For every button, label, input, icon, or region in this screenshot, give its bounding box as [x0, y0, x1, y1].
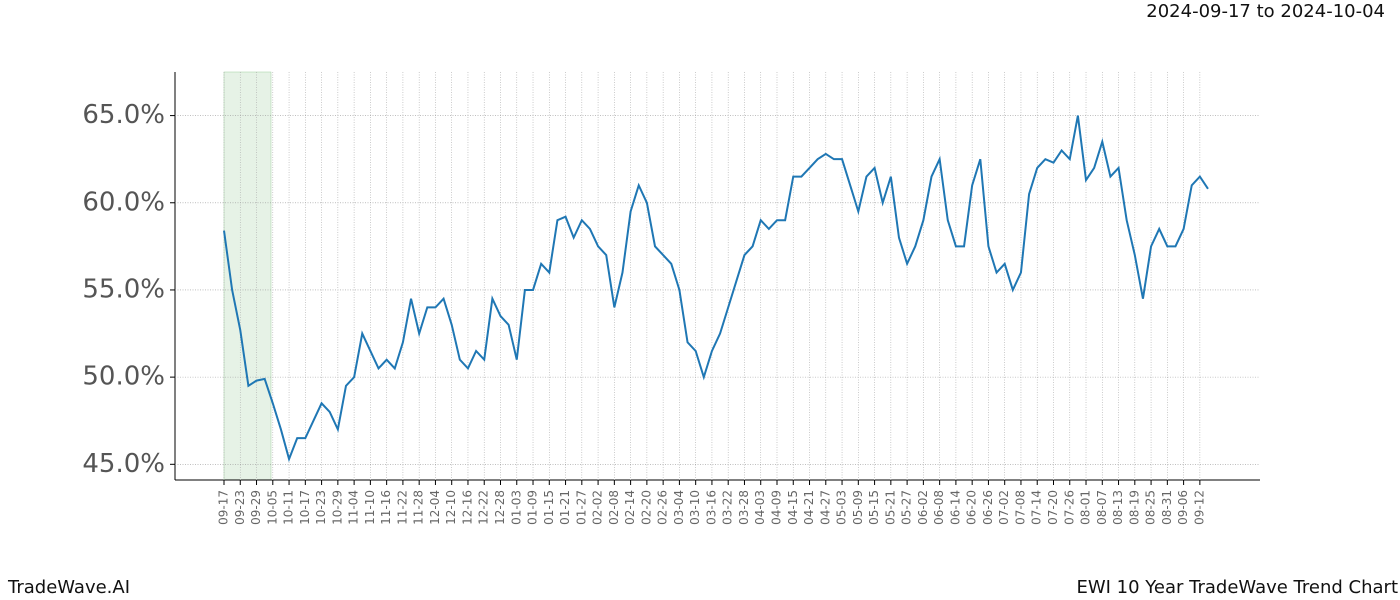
x-tick-label: 03-22	[721, 490, 735, 525]
y-tick-label: 50.0%	[82, 362, 165, 392]
y-tick-label: 65.0%	[82, 100, 165, 130]
x-tick-label: 03-04	[672, 490, 686, 525]
x-tick-label: 08-25	[1144, 490, 1158, 525]
x-tick-label: 04-09	[769, 490, 783, 525]
x-tick-label: 08-07	[1095, 490, 1109, 525]
x-tick-label: 10-29	[330, 490, 344, 525]
x-tick-label: 10-23	[314, 490, 328, 525]
x-tick-label: 04-15	[786, 490, 800, 525]
x-tick-label: 07-08	[1013, 490, 1027, 525]
x-tick-label: 09-23	[233, 490, 247, 525]
x-tick-label: 04-03	[753, 490, 767, 525]
x-tick-label: 02-08	[607, 490, 621, 525]
x-tick-label: 07-26	[1062, 490, 1076, 525]
x-tick-label: 12-10	[444, 490, 458, 525]
x-tick-label: 12-22	[477, 490, 491, 525]
x-tick-label: 06-26	[981, 490, 995, 525]
x-tick-label: 03-16	[704, 490, 718, 525]
x-tick-label: 08-13	[1111, 490, 1125, 525]
x-tick-label: 11-04	[347, 490, 361, 525]
x-tick-label: 02-20	[639, 490, 653, 525]
x-tick-label: 10-05	[265, 490, 279, 525]
x-tick-label: 09-29	[249, 490, 263, 525]
x-tick-label: 09-17	[217, 490, 231, 525]
x-tick-label: 08-19	[1127, 490, 1141, 525]
x-tick-label: 11-22	[395, 490, 409, 525]
footer-left: TradeWave.AI	[7, 577, 130, 598]
x-tick-label: 12-04	[428, 490, 442, 525]
x-tick-label: 02-14	[623, 490, 637, 525]
data-line	[223, 115, 1209, 463]
x-tick-label: 01-03	[509, 490, 523, 525]
x-tick-label: 04-21	[802, 490, 816, 525]
x-tick-label: 11-10	[363, 490, 377, 525]
x-tick-label: 12-28	[493, 490, 507, 525]
x-tick-label: 07-14	[1030, 490, 1044, 525]
x-tick-label: 05-15	[867, 490, 881, 525]
x-tick-label: 05-21	[883, 490, 897, 525]
x-tick-label: 11-16	[379, 490, 393, 525]
x-tick-label: 05-09	[851, 490, 865, 525]
x-tick-label: 04-27	[818, 490, 832, 525]
x-tick-label: 10-17	[298, 490, 312, 525]
x-tick-label: 06-14	[948, 490, 962, 525]
x-tick-label: 03-28	[737, 490, 751, 525]
x-tick-label: 01-21	[558, 490, 572, 525]
x-tick-label: 08-01	[1079, 490, 1093, 525]
x-tick-label: 05-27	[900, 490, 914, 525]
x-tick-label: 09-12	[1192, 490, 1206, 525]
x-tick-label: 01-27	[574, 490, 588, 525]
chart-title: 2024-09-17 to 2024-10-04	[1146, 1, 1385, 22]
y-tick-label: 55.0%	[82, 274, 165, 304]
x-tick-label: 09-06	[1176, 490, 1190, 525]
x-tick-label: 02-02	[591, 490, 605, 525]
footer-right: EWI 10 Year TradeWave Trend Chart	[1076, 577, 1398, 598]
y-tick-label: 60.0%	[82, 187, 165, 217]
x-tick-label: 11-28	[412, 490, 426, 525]
y-tick-label: 45.0%	[82, 449, 165, 479]
x-tick-label: 12-16	[460, 490, 474, 525]
x-tick-label: 07-02	[997, 490, 1011, 525]
x-tick-label: 01-09	[526, 490, 540, 525]
x-tick-label: 06-08	[932, 490, 946, 525]
x-tick-label: 10-11	[282, 490, 296, 525]
x-tick-label: 06-20	[965, 490, 979, 525]
highlight-range	[223, 71, 272, 481]
x-tick-label: 03-10	[688, 490, 702, 525]
x-tick-label: 05-03	[835, 490, 849, 525]
x-tick-label: 07-20	[1046, 490, 1060, 525]
x-tick-label: 02-26	[656, 490, 670, 525]
x-tick-label: 08-31	[1160, 490, 1174, 525]
x-tick-label: 01-15	[542, 490, 556, 525]
x-tick-label: 06-02	[916, 490, 930, 525]
